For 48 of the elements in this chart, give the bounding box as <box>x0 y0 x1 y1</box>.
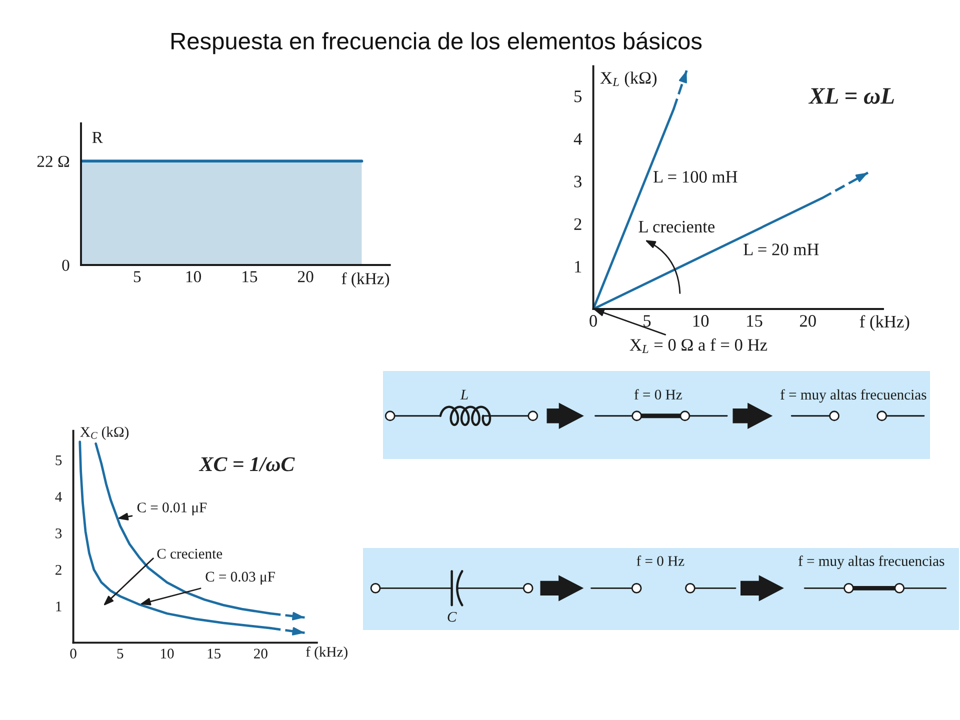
x-tick-label: 20 <box>800 315 816 327</box>
x-tick-label: 10 <box>160 648 174 659</box>
x-tick-label: 10 <box>693 315 709 327</box>
x-axis-title: f (kHz) <box>306 646 348 660</box>
annotation: XC = 1/ωC <box>198 457 295 472</box>
text: C <box>448 612 457 622</box>
x-tick-label: 15 <box>208 648 221 659</box>
y-tick-label: 22 Ω <box>37 156 70 167</box>
annotation: C = 0.03 μF <box>206 572 275 585</box>
x-tick-label: 0 <box>590 315 597 327</box>
x-tick-label: 10 <box>186 271 201 282</box>
y-axis-title: R <box>92 132 103 143</box>
x-tick-label: 5 <box>134 271 141 282</box>
y-tick-label: 5 <box>574 90 582 102</box>
y-tick-label: 4 <box>55 492 62 502</box>
text: L <box>460 390 468 400</box>
annotation: C creciente <box>157 548 222 559</box>
y-axis-title: X$_{L}$ (kΩ) <box>600 72 657 88</box>
series-label: L = 100 mH <box>653 171 738 183</box>
y-tick-label: 2 <box>56 565 62 575</box>
x-axis-title: f (kHz) <box>860 315 910 332</box>
y-axis-title: X$_{C}$ (kΩ) <box>80 426 129 440</box>
x-tick-label: 15 <box>242 271 258 282</box>
y-tick-label: 1 <box>56 602 62 612</box>
y-tick-label: 3 <box>56 528 62 538</box>
chart-title: Respuesta en frecuencia de los elementos básicos <box>172 32 702 54</box>
text: f = muy altas frecuencias <box>780 389 926 403</box>
x-tick-label: 0 <box>70 648 76 659</box>
x-axis-title: f (kHz) <box>342 272 390 288</box>
y-tick-label: 3 <box>574 176 582 188</box>
annotation: X$_{L}$ = 0 Ω a f = 0 Hz <box>630 338 768 353</box>
y-tick-label: 1 <box>575 260 582 272</box>
y-tick-label: 4 <box>574 133 582 145</box>
x-tick-label: 15 <box>747 315 762 327</box>
text: f = muy altas frecuencias <box>798 556 944 569</box>
series-label: L = 20 mH <box>744 244 819 256</box>
y-tick-label: 2 <box>574 218 582 230</box>
text: f = 0 Hz <box>636 556 684 566</box>
x-tick-label: 5 <box>117 648 124 659</box>
annotation: XL = ωL <box>808 88 894 104</box>
x-tick-label: 20 <box>254 648 268 659</box>
y-tick-label: 5 <box>56 456 62 466</box>
x-tick-label: 20 <box>298 271 314 282</box>
x-tick-label: 5 <box>644 315 651 327</box>
annotation: C = 0.01 μF <box>137 502 207 516</box>
text: f = 0 Hz <box>634 389 682 400</box>
annotation: L creciente <box>638 220 715 232</box>
y-tick-label: 0 <box>62 260 70 271</box>
